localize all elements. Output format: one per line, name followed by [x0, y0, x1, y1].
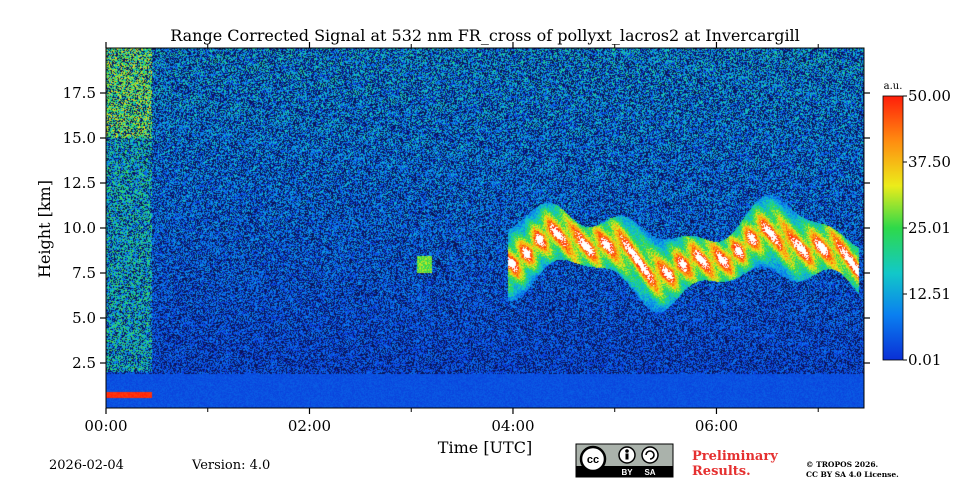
sa-share-icon — [641, 446, 659, 464]
y-tick-label: 12.5 — [63, 174, 96, 192]
y-axis-label: Height [km] — [35, 180, 54, 278]
colorbar-tick-label: 25.01 — [908, 219, 951, 237]
preliminary-notice: Preliminary Results. — [692, 449, 778, 479]
x-tick-label: 00:00 — [84, 417, 127, 435]
copyright-line-2: CC BY SA 4.0 License. — [806, 470, 899, 479]
x-tick-label: 02:00 — [288, 417, 331, 435]
colorbar-tick-label: 37.50 — [908, 153, 951, 171]
svg-text:cc: cc — [587, 454, 599, 466]
badge-sa-text: SA — [644, 468, 655, 477]
colorbar-gradient — [882, 95, 904, 361]
preliminary-line-2: Results. — [692, 464, 751, 479]
badge-by-text: BY — [621, 468, 633, 477]
colorbar-ticks: 0.01 12.51 25.01 37.50 50.00 — [903, 87, 951, 369]
y-tick-label: 2.5 — [72, 354, 96, 372]
copyright-line-1: © TROPOS 2026. — [806, 460, 879, 469]
copyright-notice: © TROPOS 2026. CC BY SA 4.0 License. — [806, 460, 899, 480]
y-tick-label: 10.0 — [63, 219, 96, 237]
colorbar-tick-label: 0.01 — [908, 351, 941, 369]
x-tick-label: 04:00 — [491, 417, 534, 435]
y-tick-label: 17.5 — [63, 84, 96, 102]
x-axis: 00:00 02:00 04:00 06:00 — [84, 42, 819, 435]
x-axis-label: Time [UTC] — [438, 438, 532, 457]
signal-heatmap — [106, 48, 864, 408]
y-axis: 2.5 5.0 7.5 10.0 12.5 15.0 17.5 — [63, 84, 870, 372]
colorbar-unit: a.u. — [884, 81, 903, 92]
x-tick-label: 06:00 — [695, 417, 738, 435]
colorbar: a.u. 0.01 12.51 25.01 37.50 50.00 — [882, 81, 951, 369]
cc-icon — [579, 445, 607, 473]
cc-license-badge: cc BY SA — [575, 443, 674, 478]
y-tick-label: 7.5 — [72, 264, 96, 282]
footer-version: Version: 4.0 — [192, 458, 271, 473]
footer-date: 2026-02-04 — [49, 458, 124, 473]
colorbar-tick-label: 50.00 — [908, 87, 951, 105]
preliminary-line-1: Preliminary — [692, 449, 778, 464]
y-tick-label: 15.0 — [63, 129, 96, 147]
y-tick-label: 5.0 — [72, 309, 96, 327]
colorbar-tick-label: 12.51 — [908, 285, 951, 303]
plot-area — [105, 47, 865, 409]
chart-title: Range Corrected Signal at 532 nm FR_cros… — [170, 26, 800, 45]
